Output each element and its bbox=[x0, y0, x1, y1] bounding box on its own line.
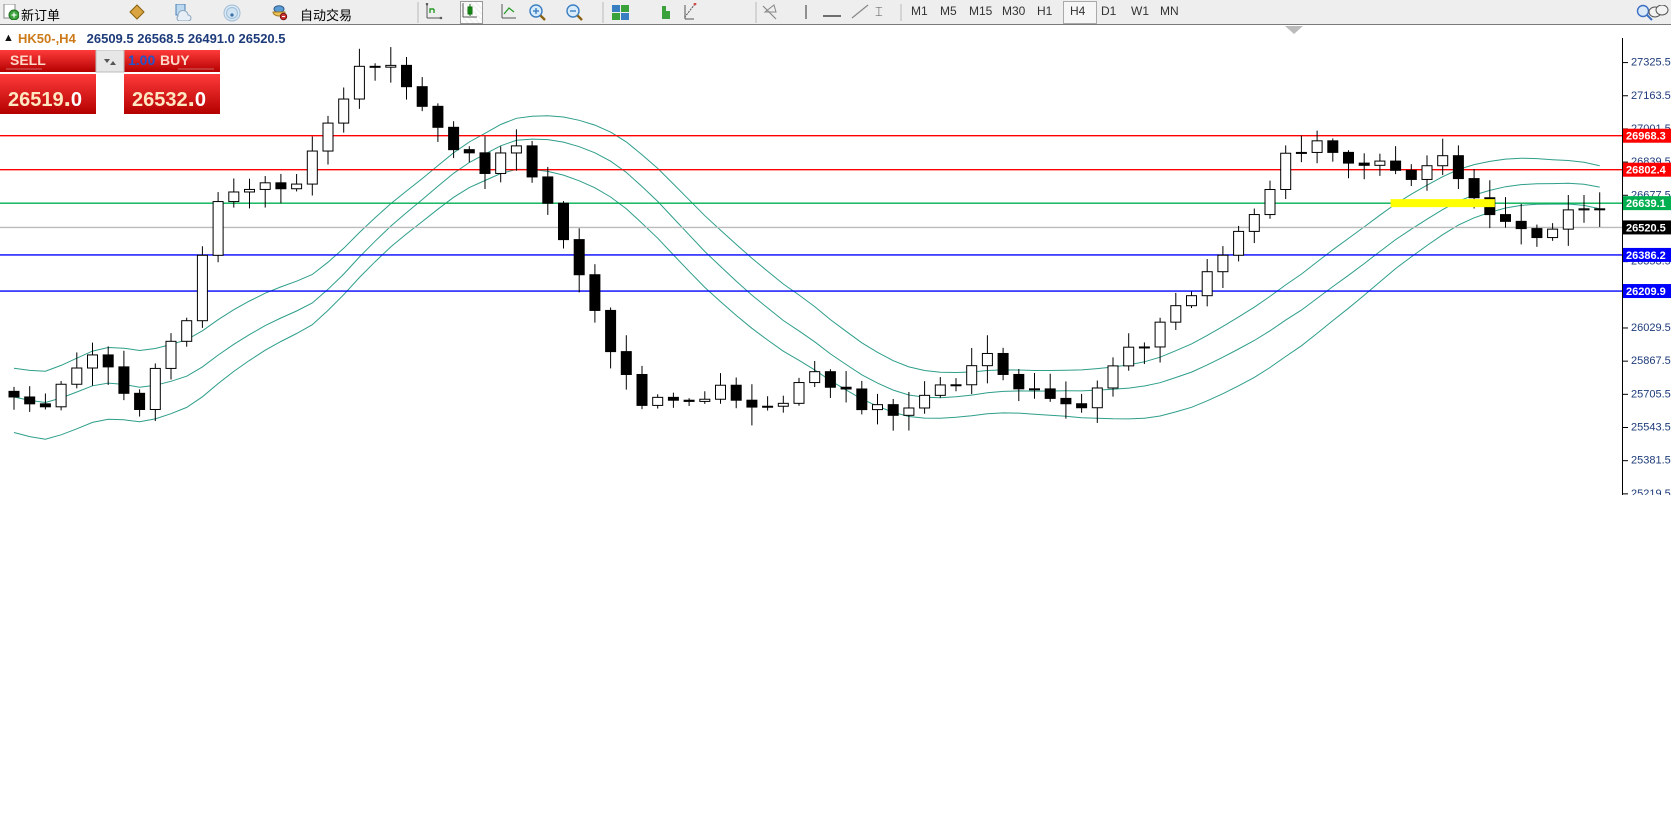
svg-text:25219.5: 25219.5 bbox=[1631, 488, 1671, 495]
svg-text:25543.5: 25543.5 bbox=[1631, 422, 1671, 434]
svg-text:26029.5: 26029.5 bbox=[1631, 322, 1671, 334]
svg-text:25705.5: 25705.5 bbox=[1631, 388, 1671, 400]
svg-text:26968.3: 26968.3 bbox=[1626, 131, 1666, 143]
svg-text:27325.5: 27325.5 bbox=[1631, 57, 1671, 69]
svg-text:26209.9: 26209.9 bbox=[1626, 286, 1666, 298]
svg-text:26386.2: 26386.2 bbox=[1626, 250, 1666, 262]
svg-text:26802.4: 26802.4 bbox=[1626, 165, 1667, 177]
svg-text:26639.1: 26639.1 bbox=[1626, 198, 1666, 210]
svg-text:25381.5: 25381.5 bbox=[1631, 455, 1671, 467]
svg-text:27163.5: 27163.5 bbox=[1631, 90, 1671, 102]
svg-text:26520.5: 26520.5 bbox=[1626, 222, 1666, 234]
svg-text:25867.5: 25867.5 bbox=[1631, 355, 1671, 367]
